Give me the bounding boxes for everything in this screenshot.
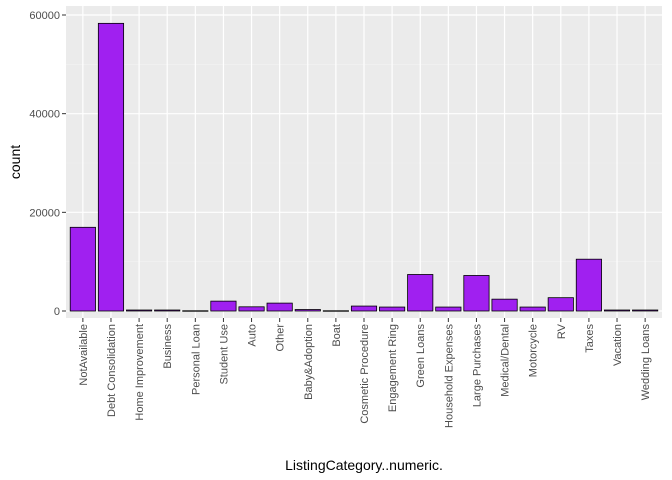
x-tick-label: Engagement Ring — [387, 324, 399, 412]
x-tick-label: Cosmetic Procedure — [359, 324, 371, 424]
bar-motorcycle — [519, 306, 546, 312]
x-tick-label: Auto — [247, 324, 259, 347]
bar-cosmetic-procedure — [350, 305, 378, 312]
bar-boat — [322, 310, 349, 312]
bar-notavailable — [69, 226, 96, 312]
bars — [69, 22, 659, 312]
bar-vacation — [603, 309, 631, 312]
x-tick-label: Business — [162, 324, 174, 369]
bar-taxes — [575, 258, 602, 312]
x-axis: NotAvailable Debt Consolidation Home Impro… — [78, 318, 652, 428]
x-tick-label: Vacation — [612, 324, 624, 366]
x-tick-label: Taxes — [584, 324, 596, 353]
x-tick-label: Motorcycle — [528, 324, 540, 377]
bar-student-use — [210, 300, 237, 312]
x-tick-label: Wedding Loans — [640, 324, 652, 401]
x-tick-label: RV — [556, 323, 568, 339]
bar-wedding-loans — [632, 309, 659, 312]
bar-household-expenses — [435, 306, 462, 312]
y-axis: 0 20000 40000 60000 — [29, 10, 66, 318]
bar-engagement-ring — [379, 306, 406, 312]
x-tick-label: Other — [275, 324, 287, 352]
x-axis-title: ListingCategory..numeric. — [285, 457, 443, 473]
bar-debt-consolidation — [97, 22, 125, 312]
bar-medical-dental — [491, 298, 518, 312]
bar-auto — [238, 306, 265, 312]
x-tick-label: Household Expenses — [443, 324, 455, 428]
x-tick-label: Green Loans — [415, 324, 427, 388]
x-tick-label: Debt Consolidation — [106, 324, 118, 417]
y-tick-label: 20000 — [29, 207, 60, 219]
y-axis-title: count — [7, 145, 23, 179]
bar-home-improvement — [126, 309, 153, 312]
bar-other — [266, 302, 293, 312]
x-tick-label: Medical/Dental — [500, 324, 512, 397]
bar-rv — [547, 297, 574, 312]
y-tick-label: 40000 — [29, 109, 60, 121]
y-tick-label: 0 — [54, 306, 60, 318]
bar-business — [154, 309, 181, 312]
x-tick-label: Student Use — [218, 324, 230, 385]
x-tick-label: Home Improvement — [134, 324, 146, 421]
x-tick-label: Personal Loan — [190, 324, 202, 395]
bar-green-loans — [407, 274, 434, 312]
x-tick-label: Baby&Adoption — [303, 324, 315, 400]
bar-personal-loan — [182, 310, 209, 312]
x-tick-label: NotAvailable — [78, 324, 90, 386]
x-tick-label: Large Purchases — [471, 324, 483, 408]
bar-baby-adoption — [294, 309, 321, 312]
y-tick-label: 60000 — [29, 10, 60, 22]
x-tick-label: Boat — [331, 324, 343, 347]
bar-large-purchases — [463, 275, 490, 312]
